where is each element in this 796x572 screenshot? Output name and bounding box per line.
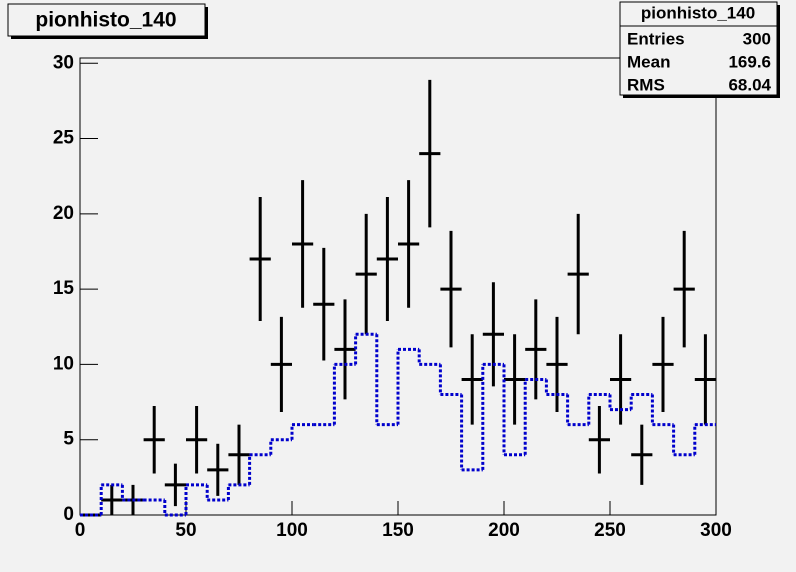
stats-box: pionhisto_140 Entries 300 Mean 169.6 RMS 68.04 xyxy=(619,1,780,98)
x-tick-label: 0 xyxy=(75,520,86,541)
y-tick-label: 0 xyxy=(63,504,74,525)
x-tick-label: 300 xyxy=(700,520,732,541)
stats-value: 300 xyxy=(743,29,771,48)
stats-value: 169.6 xyxy=(728,52,771,71)
chart-title: pionhisto_140 xyxy=(35,9,176,32)
x-tick-label: 250 xyxy=(594,520,626,541)
x-tick-label: 50 xyxy=(175,520,196,541)
title-box xyxy=(7,3,206,37)
stats-label: RMS xyxy=(627,75,665,94)
plot-frame xyxy=(79,57,717,516)
x-tick-label: 100 xyxy=(276,520,308,541)
y-tick-label: 30 xyxy=(53,52,74,73)
y-tick-label: 25 xyxy=(53,128,75,149)
y-tick-label: 20 xyxy=(53,203,74,224)
x-tick-label: 150 xyxy=(382,520,414,541)
y-tick-label: 5 xyxy=(63,429,74,450)
x-tick-label: 200 xyxy=(488,520,520,541)
stats-title: pionhisto_140 xyxy=(641,3,755,22)
y-tick-label: 10 xyxy=(53,353,74,374)
stats-label: Entries xyxy=(627,29,685,48)
y-tick-label: 15 xyxy=(53,278,75,299)
stats-value: 68.04 xyxy=(728,75,771,94)
stats-frame xyxy=(619,1,778,96)
stats-label: Mean xyxy=(627,52,670,71)
